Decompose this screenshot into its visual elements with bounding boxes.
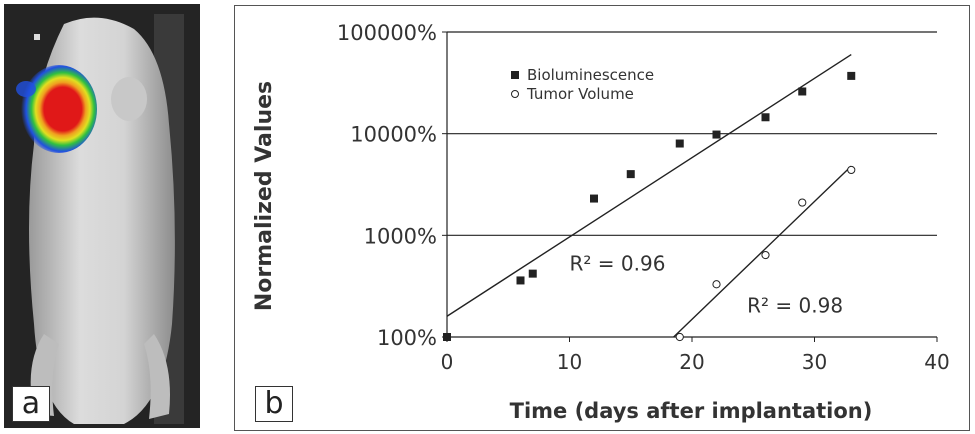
y-tick-label: 100% <box>377 326 437 350</box>
data-point-bioluminescence <box>798 87 807 96</box>
legend-marker-tumor-volume <box>511 90 519 98</box>
chart-svg: R² = 0.96 R² = 0.98 0 10 20 30 40 100% 1000% 100… <box>252 21 950 423</box>
x-axis-label: Time (days after implantation) <box>510 399 873 423</box>
fit-lines <box>446 53 852 338</box>
y-tick-label: 10000% <box>350 123 437 147</box>
x-tick-label: 30 <box>802 350 827 374</box>
data-point-bioluminescence <box>847 71 856 80</box>
fit-line-tumor-volume <box>673 165 852 338</box>
legend: Bioluminescence Tumor Volume <box>511 66 654 103</box>
r-squared-label-tumor-volume: R² = 0.98 <box>747 293 843 317</box>
data-point-bioluminescence <box>712 130 721 139</box>
data-points <box>443 71 856 342</box>
panel-label-b: b <box>255 386 293 422</box>
data-point-bioluminescence <box>590 194 598 203</box>
data-point-bioluminescence <box>443 333 451 341</box>
bioluminescence-image-panel: a <box>4 4 200 428</box>
data-point-bioluminescence <box>675 139 684 148</box>
data-point-bioluminescence <box>528 269 537 278</box>
r-squared-label-bioluminescence: R² = 0.96 <box>570 252 666 276</box>
data-point-bioluminescence <box>516 276 525 285</box>
data-point-tumor-volume <box>798 198 807 207</box>
gridlines <box>447 31 937 236</box>
chart-panel: R² = 0.96 R² = 0.98 0 10 20 30 40 100% 1000% 100… <box>234 5 970 431</box>
data-point-tumor-volume <box>847 165 856 175</box>
panel-label-a: a <box>12 386 50 422</box>
annotations: R² = 0.96 R² = 0.98 <box>570 252 844 318</box>
legend-label-bioluminescence: Bioluminescence <box>527 66 654 84</box>
y-axis-label: Normalized Values <box>252 81 277 311</box>
x-tick-label: 0 <box>441 350 454 374</box>
x-tick-label: 20 <box>679 350 704 374</box>
y-tick-label: 100000% <box>337 21 437 45</box>
y-tick-label: 1000% <box>364 224 437 248</box>
data-point-bioluminescence <box>626 170 635 179</box>
mouse-bioluminescence-image <box>4 4 200 428</box>
data-point-tumor-volume <box>761 250 770 260</box>
legend-marker-bioluminescence <box>511 71 519 79</box>
data-point-bioluminescence <box>761 113 770 122</box>
data-point-tumor-volume <box>675 332 684 342</box>
data-point-tumor-volume <box>712 280 721 289</box>
x-tick-label: 40 <box>924 350 949 374</box>
x-tick-label: 10 <box>557 350 582 374</box>
fit-line-bioluminescence <box>446 53 852 317</box>
legend-label-tumor-volume: Tumor Volume <box>526 85 634 103</box>
tick-labels: 0 10 20 30 40 100% 1000% 10000% 100000% <box>337 21 950 374</box>
